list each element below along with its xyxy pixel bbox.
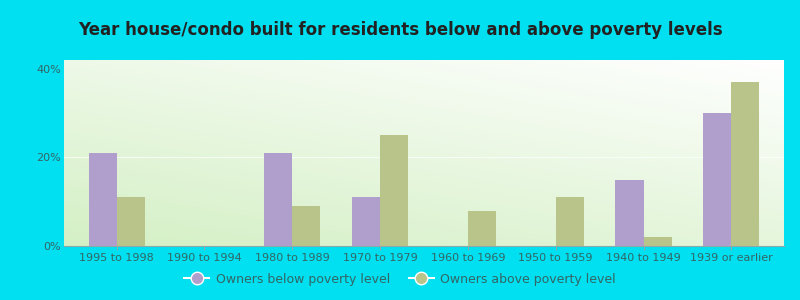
Bar [731, 82, 759, 246]
Text: Year house/condo built for residents below and above poverty levels: Year house/condo built for residents bel… [78, 21, 722, 39]
Bar [89, 153, 117, 246]
Bar [703, 113, 731, 246]
Bar [380, 135, 408, 246]
Bar [264, 153, 292, 246]
Bar [352, 197, 380, 246]
Bar [615, 180, 643, 246]
Bar [643, 237, 672, 246]
Bar [292, 206, 320, 246]
Bar [556, 197, 584, 246]
Bar [468, 211, 496, 246]
Bar [117, 197, 145, 246]
Legend: Owners below poverty level, Owners above poverty level: Owners below poverty level, Owners above… [179, 268, 621, 291]
